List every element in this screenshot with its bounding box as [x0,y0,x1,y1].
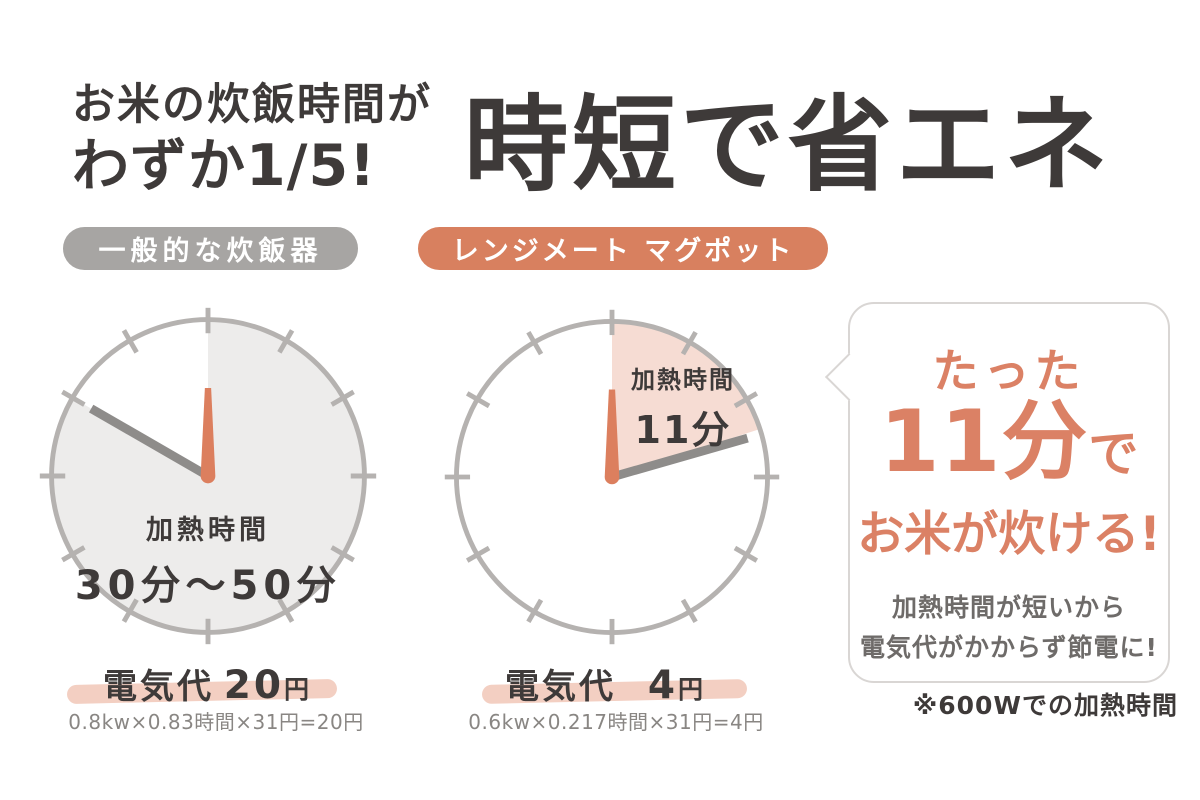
footnote-600w: ※600Wでの加熱時間 [912,691,1178,720]
subtitle-line1: お米の炊飯時間が [72,80,432,130]
cost-row-left: 電気代 20 円 [103,659,309,708]
bubble-note-line1: 加熱時間が短いから [891,592,1126,622]
clock-left-value: 30分〜50分 [74,563,342,609]
cost-right-unit: 円 [677,675,703,704]
clock-right-value: 11分 [634,408,732,452]
badge-generic-rice-cooker: 一般的な炊飯器 [63,227,358,270]
cost-left-label: 電気代 [103,667,214,707]
bubble-note-line2: 電気代がかからず節電に! [860,628,1158,664]
clock-left [39,307,377,645]
bubble-note-line2-plain: 電気代がかからず [860,632,1068,662]
cost-left-amount-group: 20 円 [224,663,309,708]
clock-right-caption: 加熱時間 11分 [610,360,756,454]
badge-rangemate-mugpot: レンジメート マグポット [418,227,828,270]
cost-right-label: 電気代 [505,667,616,707]
clock-left-caption: 加熱時間 30分〜50分 [33,508,383,611]
clock-left-gray-hand [88,404,211,480]
bubble-minutes-suffix: で [1088,424,1139,483]
clock-right-ticks [444,309,780,645]
speech-bubble: たった 11分 で お米が炊ける! 加熱時間が短いから 電気代がかからず節電に! [824,302,1170,683]
bubble-line3: お米が炊ける! [857,506,1161,562]
cost-row-right: 電気代 4 円 [505,659,703,708]
subtitle-line2: わずか1/5! [72,133,377,199]
clock-left-orange-hand [200,388,216,484]
speech-bubble-tail [824,352,874,402]
clock-right-orange-hand [604,389,620,485]
page-title: 時短で省エネ [464,84,1113,206]
cost-right-amount-group: 4 円 [648,663,703,708]
bubble-note-highlighted: 節電に! [1068,628,1158,664]
clock-right-shaded-sector [612,321,760,477]
formula-right: 0.6kw×0.217時間×31円=4円 [468,710,764,734]
bubble-minutes: 11分 [879,391,1089,492]
clock-left-label: 加熱時間 [146,515,270,546]
cost-right-amount: 4 [647,663,678,708]
bubble-line1: たった [932,344,1086,398]
clock-right-label: 加熱時間 [631,366,735,394]
cost-left-unit: 円 [283,675,309,704]
clock-right [444,309,780,645]
clock-right-gray-hand [610,433,749,482]
cost-left-amount: 20 [223,663,284,708]
clock-left-ticks [39,307,377,645]
bubble-line2: 11分 で [879,391,1139,492]
formula-left: 0.8kw×0.83時間×31円=20円 [68,710,364,734]
